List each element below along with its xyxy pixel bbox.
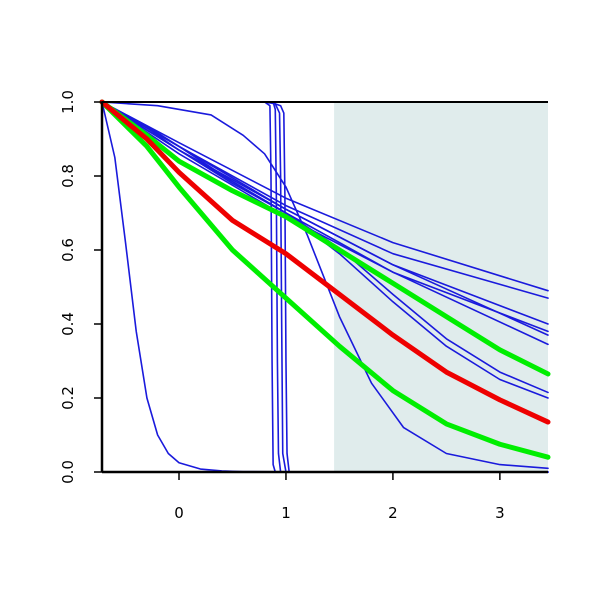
y-tick-label: 0.2 xyxy=(59,386,77,410)
x-tick-label: 2 xyxy=(388,504,398,522)
series-line-thin-8 xyxy=(101,101,549,292)
y-tick-label: 0.8 xyxy=(59,164,77,188)
y-tick-label: 0.4 xyxy=(59,312,77,336)
x-tick-label: 0 xyxy=(174,504,184,522)
series-line-red-17 xyxy=(99,99,551,425)
axes xyxy=(100,101,548,474)
y-tick-label: 0.6 xyxy=(59,238,77,262)
x-tick-label: 3 xyxy=(495,504,505,522)
x-axis-ticks: 0 1 2 3 xyxy=(174,472,505,522)
y-tick-label: 1.0 xyxy=(59,90,77,114)
y-tick-label: 0.0 xyxy=(59,460,77,484)
plot-area xyxy=(99,99,551,473)
series-line-green-16 xyxy=(99,99,551,460)
x-tick-label: 1 xyxy=(281,504,291,522)
series-line-green-15 xyxy=(99,99,551,377)
y-axis-ticks: 0.0 0.2 0.4 0.6 0.8 1.0 xyxy=(59,90,102,484)
series-line-thin-6 xyxy=(101,101,549,470)
